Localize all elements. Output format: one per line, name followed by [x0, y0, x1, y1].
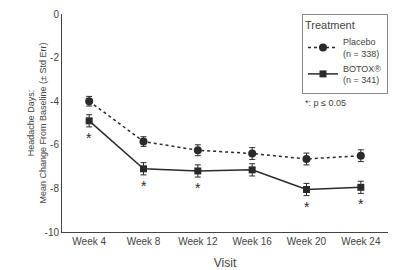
svg-text:Week 12: Week 12 [178, 236, 218, 247]
svg-text:-4: -4 [50, 96, 59, 107]
svg-text:-10: -10 [45, 227, 60, 238]
svg-text:*: * [141, 178, 147, 194]
svg-text:BOTOX®(n = 341): BOTOX®(n = 341) [343, 64, 381, 86]
svg-text:*: p ≤ 0.05: *: p ≤ 0.05 [305, 98, 346, 108]
svg-text:0: 0 [53, 9, 59, 20]
svg-text:-2: -2 [50, 52, 59, 63]
svg-text:-6: -6 [50, 139, 59, 150]
svg-text:*: * [304, 199, 310, 215]
svg-text:*: * [86, 130, 92, 146]
svg-text:*: * [195, 180, 201, 196]
svg-text:Week 20: Week 20 [287, 236, 327, 247]
svg-text:Week 16: Week 16 [233, 236, 273, 247]
svg-text:Placebo(n = 338): Placebo(n = 338) [343, 37, 379, 59]
svg-text:Week 24: Week 24 [341, 236, 381, 247]
svg-text:Week 4: Week 4 [72, 236, 106, 247]
svg-text:Visit: Visit [214, 256, 237, 270]
svg-text:Treatment: Treatment [305, 19, 355, 31]
svg-text:-8: -8 [50, 183, 59, 194]
svg-text:Week 8: Week 8 [127, 236, 161, 247]
svg-text:*: * [358, 196, 364, 212]
svg-text:Headache Days:Mean Change From: Headache Days:Mean Change From Baseline … [26, 42, 48, 203]
